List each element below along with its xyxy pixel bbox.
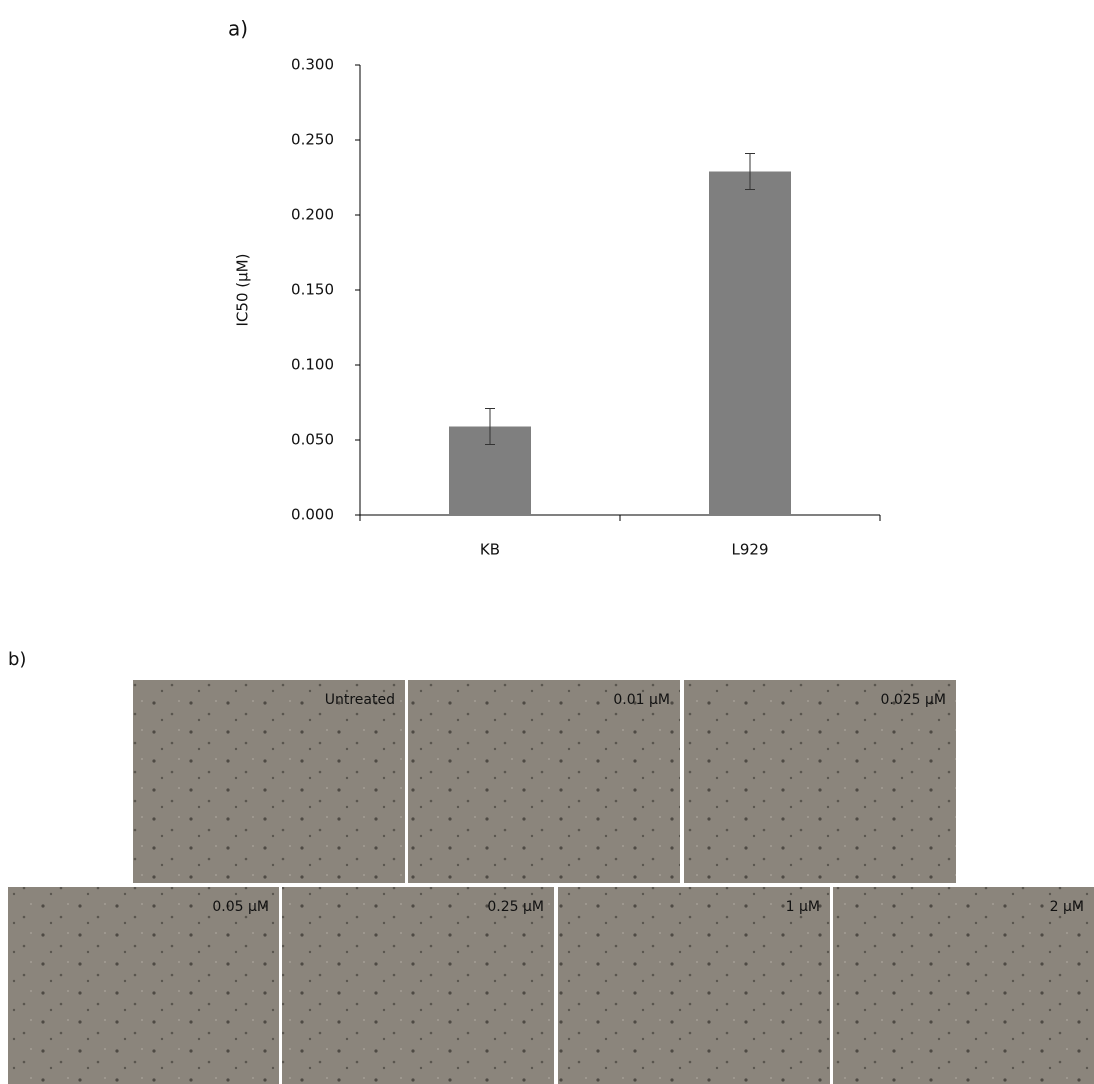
micrograph-label: 1 µM	[786, 899, 820, 915]
micrograph	[282, 887, 554, 1084]
micrograph-label: 0.025 µM	[880, 692, 946, 708]
micrograph-label: Untreated	[325, 692, 395, 708]
y-tick-label: 0.100	[291, 356, 334, 374]
micrograph-label: 0.05 µM	[212, 899, 269, 915]
x-tick-label: KB	[480, 541, 500, 559]
y-tick-label: 0.300	[291, 56, 334, 74]
y-tick-label: 0.250	[291, 131, 334, 149]
figure: a) b) IC50 (µM) 0.000 0.050 0.100 0.150 0.20…	[0, 0, 1094, 1084]
micrograph-label: 2 µM	[1050, 899, 1084, 915]
page: a) b) IC50 (µM) 0.000 0.050 0.100 0.150 0.20…	[0, 0, 1094, 1084]
micrograph	[133, 680, 405, 883]
panel-label: b)	[8, 649, 26, 670]
panel-label: a)	[228, 17, 248, 41]
micrograph	[684, 680, 956, 883]
y-tick-label: 0.200	[291, 206, 334, 224]
micrograph-label: 0.01 µM	[613, 692, 670, 708]
micrograph	[833, 887, 1094, 1084]
micrograph-label: 0.25 µM	[487, 899, 544, 915]
y-tick-label: 0.050	[291, 431, 334, 449]
y-axis-label: IC50 (µM)	[234, 254, 252, 327]
y-tick-label: 0.000	[291, 506, 334, 524]
bar	[709, 172, 791, 516]
y-tick-label: 0.150	[291, 281, 334, 299]
micrograph	[8, 887, 279, 1084]
micrograph	[558, 887, 830, 1084]
x-tick-label: L929	[732, 541, 769, 559]
micrograph	[408, 680, 680, 883]
